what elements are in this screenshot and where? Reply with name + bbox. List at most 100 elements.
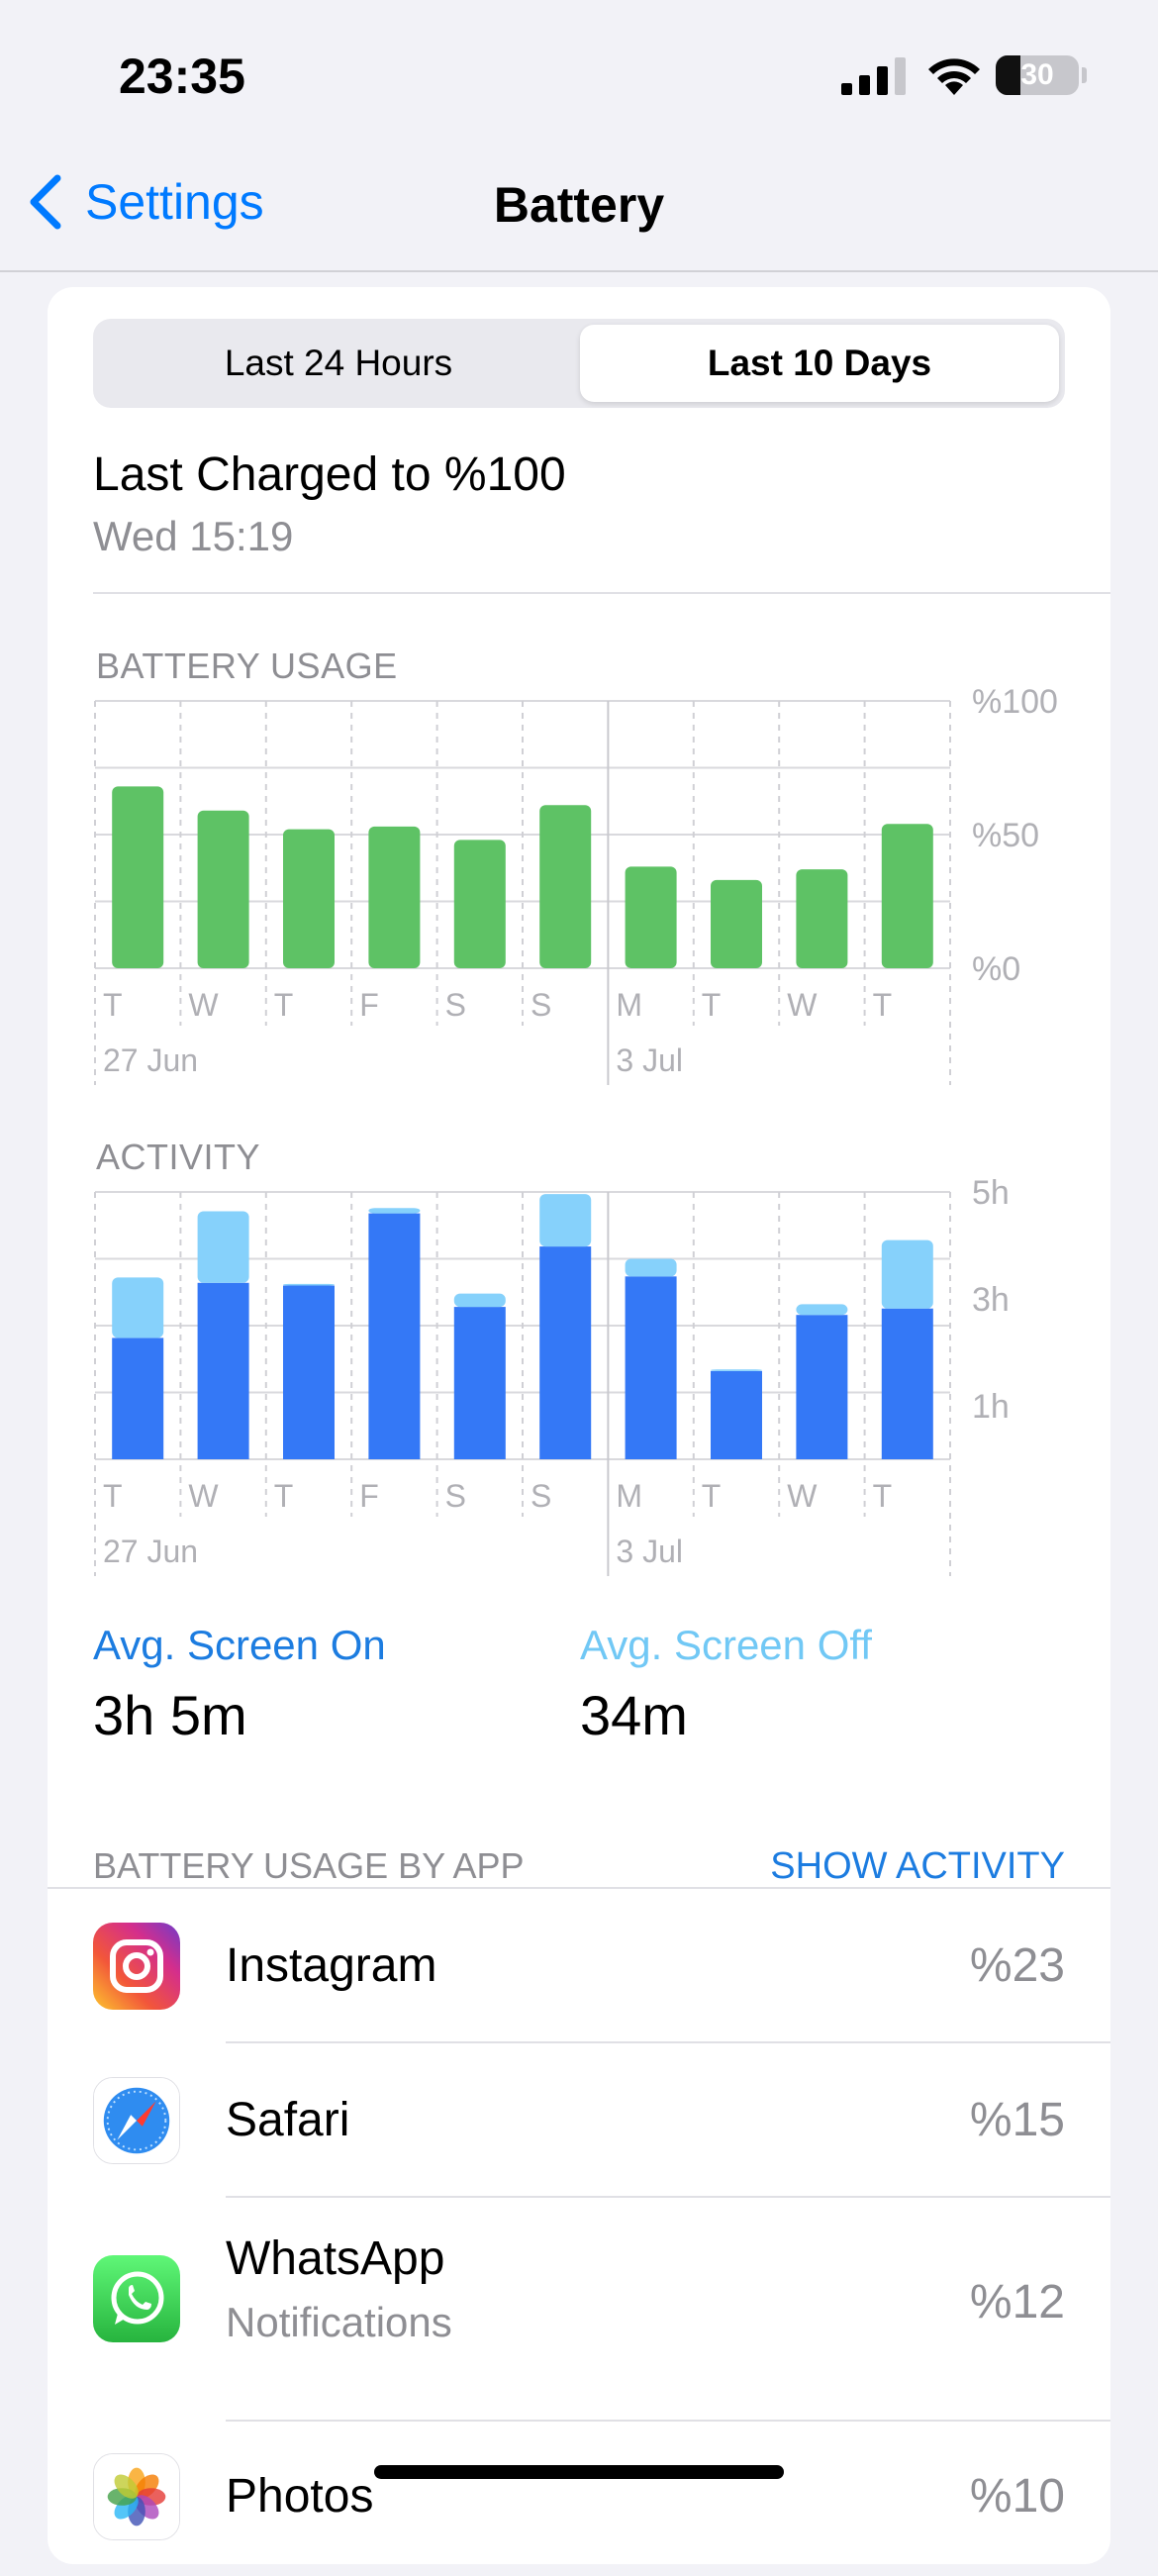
cellular-signal-icon (841, 57, 906, 95)
avg-screen-off-label: Avg. Screen Off (580, 1622, 872, 1668)
x-tick-label: T (274, 1478, 294, 1514)
app-row-whatsapp[interactable]: WhatsApp Notifications %12 (48, 2198, 1110, 2422)
screen-off-bar (112, 1277, 164, 1338)
battery-usage-bar (625, 866, 677, 968)
x-tick-label: T (103, 987, 123, 1023)
battery-usage-bar (711, 879, 762, 968)
app-percentage: %10 (969, 2470, 1065, 2523)
screen-on-bar (539, 1246, 592, 1459)
avg-screen-on-value: 3h 5m (93, 1684, 247, 1746)
battery-cap (1082, 67, 1087, 83)
x-tick-label: W (188, 987, 219, 1023)
battery-usage-bar (881, 824, 933, 968)
wifi-icon (928, 58, 980, 95)
x-tick-label: S (445, 987, 466, 1023)
app-percentage: %23 (969, 1939, 1065, 1992)
screen-off-bar (197, 1211, 249, 1283)
y-tick-label: %0 (972, 950, 1020, 988)
x-tick-label: T (274, 987, 294, 1023)
date-label: 3 Jul (616, 1534, 683, 1569)
divider (48, 1887, 1110, 1889)
x-tick-label: W (787, 987, 818, 1023)
y-tick-label: 3h (972, 1281, 1010, 1319)
battery-usage-bar (796, 869, 848, 968)
apps-section-header: BATTERY USAGE BY APP (93, 1845, 525, 1886)
y-tick-label: 5h (972, 1174, 1010, 1212)
back-button[interactable]: Settings (26, 172, 264, 232)
screen-on-bar (453, 1307, 506, 1459)
status-bar: 23:35 30 (0, 0, 1158, 149)
x-tick-label: S (445, 1478, 466, 1514)
x-tick-label: T (873, 987, 893, 1023)
x-tick-label: T (702, 987, 722, 1023)
screen-on-bar (283, 1285, 335, 1459)
battery-usage-bar (197, 810, 249, 968)
show-activity-button[interactable]: SHOW ACTIVITY (770, 1845, 1065, 1887)
segment-last-10-days[interactable]: Last 10 Days (580, 325, 1059, 402)
battery-level: 30 (1020, 58, 1054, 91)
chevron-left-icon (30, 174, 61, 230)
screen-on-bar (368, 1213, 421, 1459)
segment-last-24-hours[interactable]: Last 24 Hours (224, 343, 453, 383)
x-tick-label: T (702, 1478, 722, 1514)
screen-off-bar (711, 1369, 762, 1371)
x-tick-label: W (787, 1478, 818, 1514)
charts: %100 %50 %0 T W T F S S M T W T 27 Jun 3 Jul 5h 3h 1h T W T F… (94, 683, 1058, 1576)
navigation-bar: Settings Battery (0, 149, 1158, 272)
avg-screen-off-value: 34m (580, 1684, 688, 1746)
screen-on-bar (796, 1315, 848, 1459)
battery-icon: 30 (996, 55, 1079, 95)
app-row-photos[interactable]: Photos %10 (48, 2422, 1110, 2576)
x-tick-label: S (531, 1478, 551, 1514)
y-tick-label: 1h (972, 1388, 1010, 1426)
whatsapp-icon (93, 2255, 180, 2342)
battery-usage-bar (283, 829, 335, 968)
app-percentage: %15 (969, 2094, 1065, 2146)
x-tick-label: F (359, 1478, 379, 1514)
app-subtitle: Notifications (226, 2299, 452, 2345)
last-charged-title: Last Charged to %100 (93, 448, 566, 501)
app-row-instagram[interactable]: Instagram %23 (48, 1889, 1110, 2043)
screen-on-bar (112, 1338, 164, 1459)
x-tick-label: F (359, 987, 379, 1023)
app-row-safari[interactable]: Safari %15 (48, 2043, 1110, 2198)
home-indicator[interactable] (374, 2465, 784, 2479)
divider (93, 592, 1110, 594)
back-label: Settings (85, 174, 264, 230)
row-separator (226, 2420, 1110, 2422)
app-percentage: %12 (969, 2276, 1065, 2328)
screen-off-bar (368, 1208, 421, 1214)
x-tick-label: W (188, 1478, 219, 1514)
y-tick-label: %50 (972, 817, 1039, 854)
avg-screen-on-label: Avg. Screen On (93, 1622, 386, 1668)
page-title: Battery (493, 177, 665, 233)
screen-on-bar (881, 1308, 933, 1459)
row-separator (226, 2196, 1110, 2198)
app-name: Photos (226, 2470, 374, 2523)
screen-on-bar (711, 1370, 762, 1459)
x-tick-label: M (616, 1478, 642, 1514)
screen-off-bar (796, 1304, 848, 1316)
app-name: WhatsApp (226, 2232, 445, 2285)
screen-off-bar (453, 1293, 506, 1308)
x-tick-label: T (103, 1478, 123, 1514)
app-name: Instagram (226, 1939, 437, 1992)
screen-off-bar (539, 1194, 592, 1247)
status-time: 23:35 (119, 49, 245, 104)
y-tick-label: %100 (972, 683, 1058, 721)
last-charged-time: Wed 15:19 (93, 513, 294, 559)
screen-off-bar (881, 1239, 933, 1309)
app-name: Safari (226, 2094, 350, 2146)
photos-icon (93, 2453, 180, 2540)
battery-usage-bar (112, 786, 164, 968)
screen-on-bar (625, 1276, 677, 1459)
activity-label: ACTIVITY (96, 1137, 261, 1177)
safari-icon (93, 2077, 180, 2164)
date-label: 27 Jun (103, 1534, 198, 1569)
time-range-segmented-control: Last 24 Hours Last 10 Days (93, 319, 1065, 408)
instagram-icon (93, 1923, 180, 2010)
row-separator (226, 2041, 1110, 2043)
battery-usage-bar (368, 826, 421, 968)
battery-usage-bar (453, 840, 506, 968)
screen-off-bar (625, 1258, 677, 1277)
